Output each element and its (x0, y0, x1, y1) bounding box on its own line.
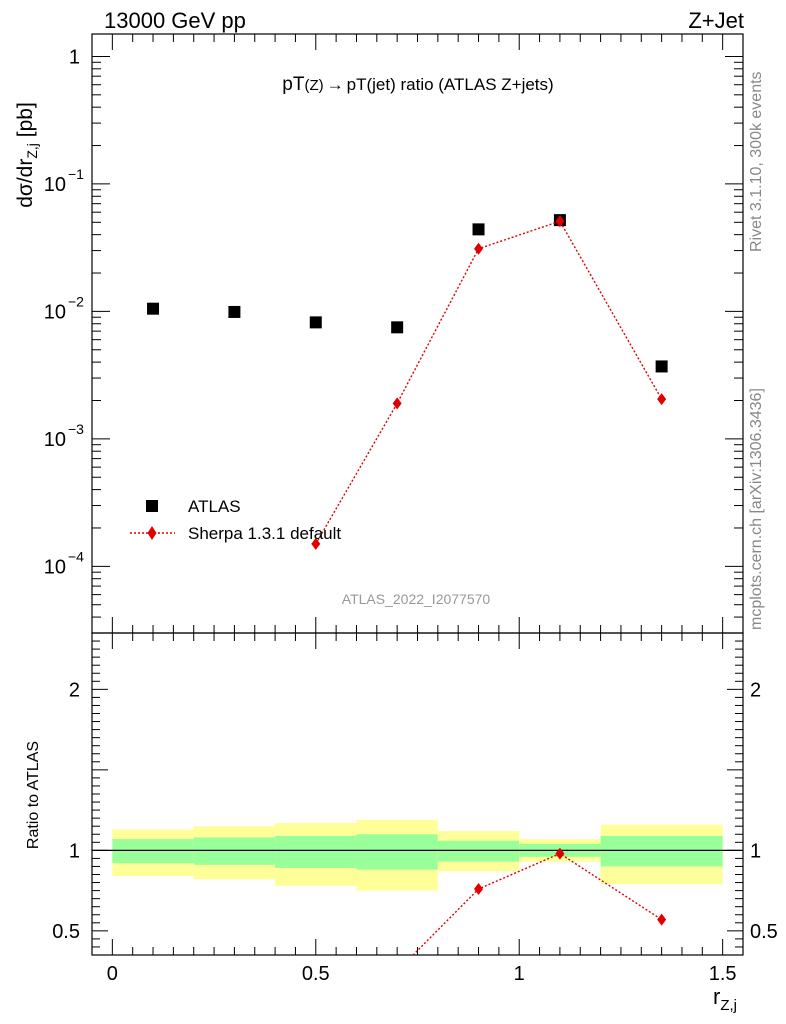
mc-ratio-point (474, 882, 484, 895)
mc-point (555, 215, 565, 228)
xlabel-sub: Z,j (720, 997, 737, 1014)
atlas-point (472, 223, 485, 236)
atlas-point (391, 321, 404, 334)
band-inner (600, 835, 723, 867)
mc-ratio-point (311, 1002, 320, 1014)
y-tick-label-main: 10 (44, 556, 66, 578)
y-tick-label-ratio-right: 2 (750, 679, 761, 701)
mc-ratio-point (657, 913, 667, 926)
mc-point (392, 397, 402, 410)
ylabel-unit: [pb] (14, 102, 37, 143)
legend-mc-marker (147, 526, 157, 540)
xlabel: rZ,j (713, 984, 737, 1014)
mc-point (311, 537, 321, 550)
x-tick-label: 1 (514, 963, 525, 985)
xlabel-main: r (713, 984, 720, 1009)
analysis-id: ATLAS_2022_I2077570 (342, 591, 491, 607)
axis-ticks (92, 34, 743, 956)
atlas-point (147, 302, 160, 315)
y-tick-label-ratio-right: 0.5 (750, 921, 778, 943)
atlas-point (309, 316, 322, 329)
y-tick-exponent: −3 (68, 421, 84, 437)
main-ylabel: dσ/drZ,j [pb] (14, 102, 40, 208)
ratio-panel-data (311, 847, 667, 1014)
atlas-point (655, 360, 668, 373)
title-part-c: pT(jet) ratio (ATLAS Z+jets) (347, 75, 554, 94)
ylabel-main: dσ/dr (14, 159, 37, 208)
mc-line (315, 220, 663, 545)
main-panel-data (147, 214, 668, 550)
y-tick-label-main: 10 (44, 174, 66, 196)
legend-atlas-label: ATLAS (188, 497, 241, 516)
title-arrow: → (327, 75, 344, 94)
mc-point (657, 393, 667, 406)
uncertainty-bands (92, 819, 743, 891)
y-tick-exponent: −1 (68, 166, 84, 182)
mc-point (474, 242, 484, 255)
y-tick-label-ratio: 2 (69, 679, 80, 701)
title-part-b: (Z) (304, 77, 323, 94)
main-panel-frame (91, 33, 744, 634)
y-tick-label-main: 10 (44, 301, 66, 323)
ylabel-sub: Z,j (24, 143, 40, 159)
x-tick-label: 0.5 (302, 963, 330, 985)
ratio-panel-frame (91, 632, 744, 956)
plot-title: pT(Z) → pT(jet) ratio (ATLAS Z+jets) (282, 74, 553, 95)
rivet-version-label: Rivet 3.1.10, 300k events (748, 71, 765, 252)
y-tick-label-main: 10 (44, 429, 66, 451)
collision-label: 13000 GeV pp (104, 8, 246, 33)
legend-mc-label: Sherpa 1.3.1 default (188, 524, 341, 543)
x-tick-label: 1.5 (709, 963, 737, 985)
band-inner (193, 837, 276, 865)
y-tick-exponent: −4 (68, 548, 84, 564)
band-inner (356, 834, 438, 870)
x-tick-label: 0 (107, 963, 118, 985)
band-inner (275, 835, 357, 869)
mc-ratio-point (555, 847, 565, 860)
y-tick-label-ratio: 1 (69, 840, 80, 862)
y-tick-label-ratio-right: 1 (750, 840, 761, 862)
atlas-point (228, 305, 241, 318)
legend: ATLAS Sherpa 1.3.1 default (130, 497, 341, 543)
ratio-ylabel: Ratio to ATLAS (25, 741, 42, 849)
y-tick-exponent: −2 (68, 293, 84, 309)
source-label: mcplots.cern.ch [arXiv:1306.3436] (748, 388, 765, 630)
y-tick-label-main: 1 (69, 46, 80, 68)
mc-ratio-point (393, 965, 402, 977)
band-inner (437, 840, 520, 862)
y-tick-label-ratio: 0.5 (52, 921, 80, 943)
title-part-a: pT (282, 74, 305, 95)
band-inner (112, 839, 194, 864)
legend-atlas-marker (146, 500, 158, 512)
process-label: Z+Jet (688, 8, 744, 33)
